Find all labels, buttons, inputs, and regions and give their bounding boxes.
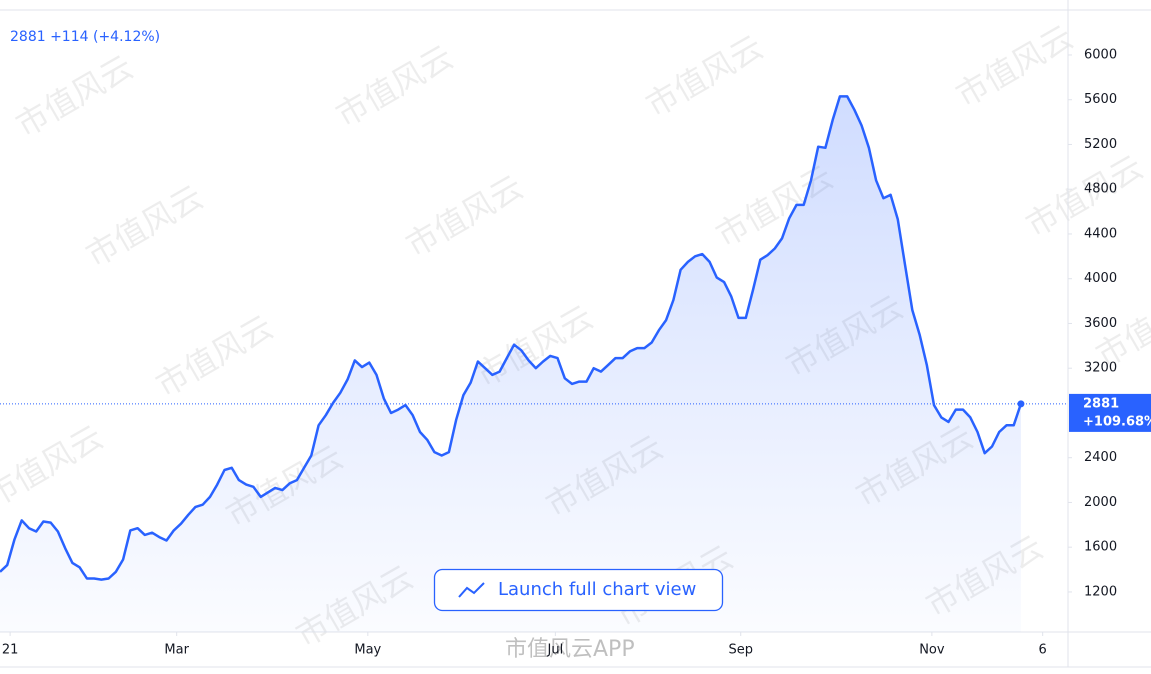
y-tick-label: 3200 xyxy=(1084,361,1117,376)
x-tick-label: 6 xyxy=(1039,643,1047,658)
last-point xyxy=(1017,400,1025,408)
y-tick-label: 2000 xyxy=(1084,495,1117,510)
watermark: 市值风云 xyxy=(640,28,770,125)
y-tick-label: 3600 xyxy=(1084,316,1117,331)
y-tick-label: 4800 xyxy=(1084,182,1117,197)
y-tick-label: 4000 xyxy=(1084,271,1117,286)
watermark: 市值风云 xyxy=(10,48,140,145)
y-tick-label: 5200 xyxy=(1084,137,1117,152)
watermark: 市值风云 xyxy=(0,418,109,515)
button-label[interactable]: Launch full chart view xyxy=(498,579,696,600)
area-fill xyxy=(0,96,1021,632)
y-tick-label: 4400 xyxy=(1084,226,1117,241)
y-tick-label: 6000 xyxy=(1084,47,1117,62)
watermark: 市值风云 xyxy=(150,308,280,405)
button-frame[interactable] xyxy=(433,568,724,612)
y-tick-label: 5600 xyxy=(1084,92,1117,107)
launch-button[interactable]: Launch full chart view xyxy=(433,568,724,612)
price-tag-value: 2881 xyxy=(1083,396,1119,411)
y-tick-label: 2400 xyxy=(1084,450,1117,465)
button-icon xyxy=(458,582,485,598)
watermark: 市值风云 xyxy=(950,18,1080,115)
x-tick-label: Sep xyxy=(728,643,753,658)
watermark: 市值风云 xyxy=(80,178,210,275)
x-tick-label: Nov xyxy=(919,643,945,658)
x-tick-label: May xyxy=(354,643,381,658)
y-tick-label: 1200 xyxy=(1084,584,1117,599)
plot xyxy=(0,95,1068,632)
watermark: 市值风云 xyxy=(400,168,530,265)
watermark: 市值风云 xyxy=(330,38,460,135)
watermark-app: 市值风云APP xyxy=(505,637,635,662)
price-tag-change: +109.68% xyxy=(1083,414,1151,429)
x-tick-label: Jul xyxy=(547,643,564,658)
x-tick-label: Mar xyxy=(164,643,189,658)
header-price: 2881 +114 (+4.12%) xyxy=(10,29,160,45)
x-tick-label: 21 xyxy=(2,643,19,658)
price-line xyxy=(0,95,1023,581)
y-tick-label: 1600 xyxy=(1084,540,1117,555)
price-tag xyxy=(1069,393,1151,432)
